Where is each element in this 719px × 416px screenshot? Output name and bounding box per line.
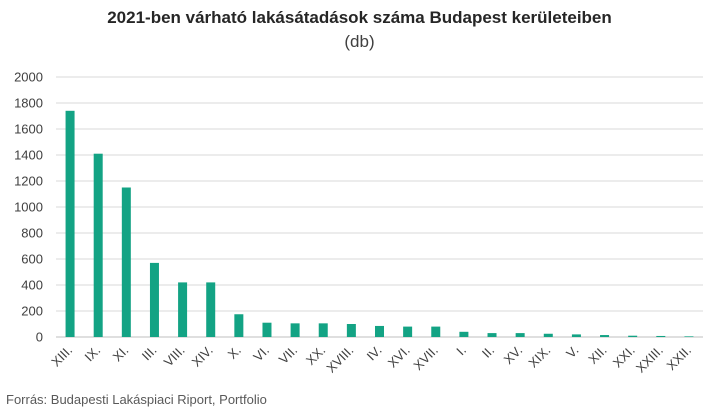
bar xyxy=(262,322,272,337)
y-tick-label: 400 xyxy=(21,278,43,293)
y-tick-label: 1600 xyxy=(14,122,43,137)
x-tick-label: II. xyxy=(479,343,497,361)
x-tick-label: XVII. xyxy=(410,343,441,374)
bar xyxy=(571,334,581,337)
y-tick-label: 2000 xyxy=(14,70,43,85)
x-tick-label: XXIII. xyxy=(633,343,666,376)
bars xyxy=(65,110,694,337)
y-tick-label: 1200 xyxy=(14,174,43,189)
x-tick-label: IX. xyxy=(81,343,103,365)
bar xyxy=(65,110,75,337)
bar xyxy=(149,262,159,337)
bar xyxy=(318,323,328,337)
y-tick-label: 800 xyxy=(21,226,43,241)
bar xyxy=(234,314,244,337)
bar xyxy=(375,325,384,337)
x-tick-label: X. xyxy=(225,343,244,362)
bar xyxy=(431,326,441,337)
x-tick-label: VII. xyxy=(276,343,300,367)
x-tick-label: XIII. xyxy=(48,343,75,370)
bar xyxy=(543,333,553,337)
source-note: Forrás: Budapesti Lakáspiaci Riport, Por… xyxy=(6,392,267,407)
bar xyxy=(121,187,131,337)
x-tick-label: III. xyxy=(139,343,160,364)
x-tick-label: XII. xyxy=(585,343,609,367)
bar xyxy=(178,282,188,337)
bar xyxy=(628,335,638,337)
bar xyxy=(487,333,497,337)
x-tick-label: I. xyxy=(453,343,469,359)
y-tick-label: 600 xyxy=(21,252,43,267)
x-tick-label: IV. xyxy=(364,343,385,364)
bar xyxy=(684,336,694,337)
bar xyxy=(93,153,103,337)
y-tick-label: 1400 xyxy=(14,148,43,163)
chart-subtitle: (db) xyxy=(344,32,375,51)
y-tick-label: 1800 xyxy=(14,96,43,111)
bar xyxy=(656,335,666,337)
bar xyxy=(459,331,469,337)
y-tick-label: 200 xyxy=(21,304,43,319)
x-tick-label: VI. xyxy=(250,343,272,365)
bar xyxy=(346,324,356,337)
x-tick-label: V. xyxy=(563,343,581,361)
y-tick-label: 1000 xyxy=(14,200,43,215)
x-tick-label: XV. xyxy=(501,343,526,368)
bar xyxy=(290,323,300,337)
x-axis: XIII. IX. XI. III. VIII. XIV. X. VI. VII. XX.XVII… xyxy=(48,343,694,376)
bar xyxy=(515,333,525,337)
x-tick-label: XIV. xyxy=(189,343,216,370)
bar xyxy=(403,326,413,337)
x-tick-label: XXII. xyxy=(664,343,695,374)
bar xyxy=(206,282,216,337)
x-tick-label: XVI. xyxy=(385,343,413,371)
chart-title: 2021-ben várható lakásátadások száma Bud… xyxy=(107,8,612,27)
y-tick-label: 0 xyxy=(36,330,43,345)
bar xyxy=(600,335,610,337)
x-tick-label: XVIII. xyxy=(323,343,356,376)
y-axis: 0 200 400 600 800 1000 1200 1400 1600 1800 2000 xyxy=(14,70,43,345)
x-tick-label: XIX. xyxy=(525,343,553,371)
x-tick-label: VIII. xyxy=(161,343,188,370)
x-tick-label: XI. xyxy=(110,343,132,365)
